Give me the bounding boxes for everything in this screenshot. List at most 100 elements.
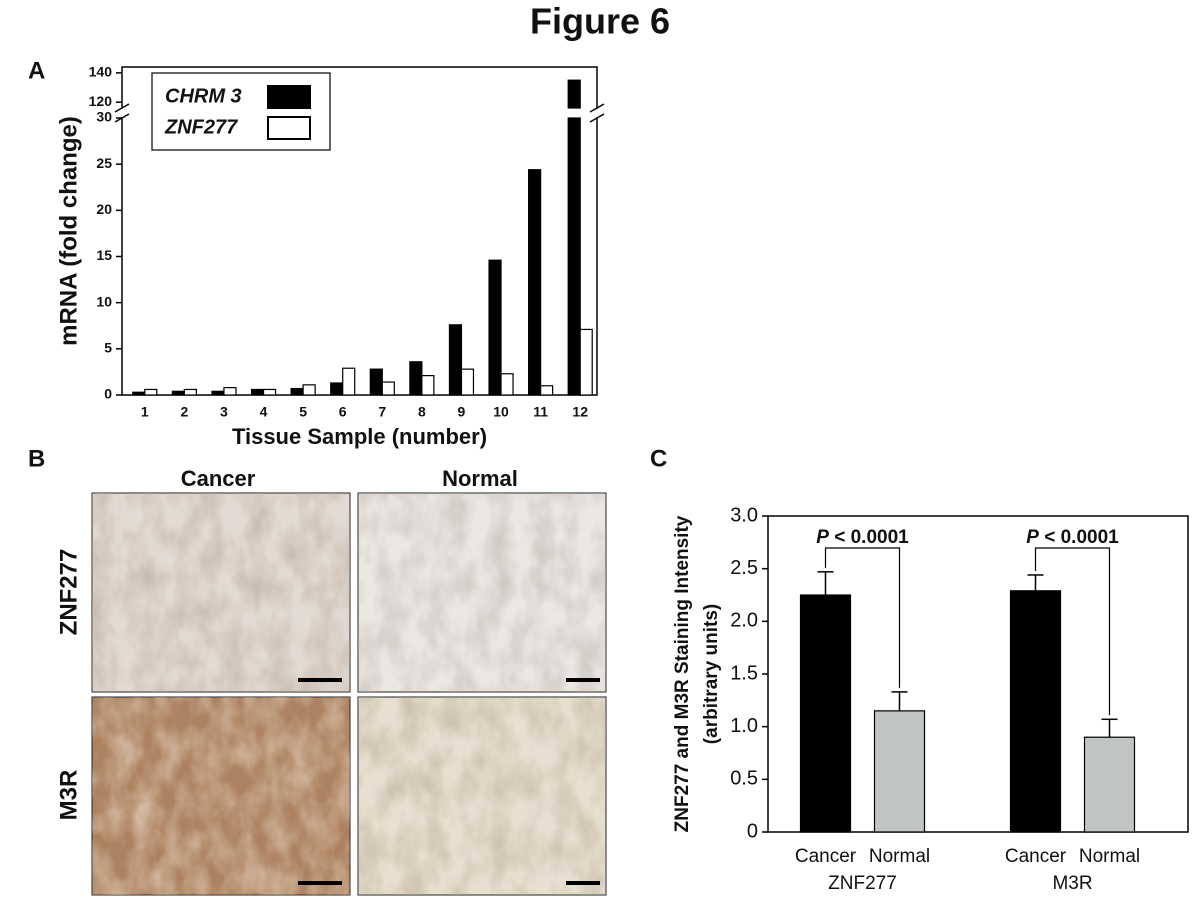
- y-axis-label: (arbitrary units): [701, 604, 722, 744]
- legend-label: CHRM 3: [165, 85, 242, 107]
- y-tick-label: 0.5: [730, 768, 758, 790]
- column-label: Cancer: [181, 466, 256, 491]
- panel-label: C: [650, 445, 667, 472]
- x-tick-label: 7: [378, 404, 386, 420]
- bar: [1009, 590, 1062, 833]
- bar: [211, 390, 225, 396]
- micrograph-texture: [92, 493, 350, 692]
- figure-title: Figure 6: [530, 1, 670, 42]
- bar: [528, 169, 542, 396]
- y-tick-label: 30: [96, 109, 112, 125]
- legend-swatch: [267, 116, 311, 140]
- bar-upper: [567, 79, 581, 109]
- y-tick-label: 120: [89, 93, 113, 109]
- x-tick-label: 11: [533, 404, 548, 420]
- axis-break-mark: [589, 113, 605, 123]
- plot-frame: [121, 66, 598, 396]
- annotation: P < 0.0001: [1026, 527, 1119, 548]
- x-tick-label: 10: [493, 404, 509, 420]
- bar: [144, 388, 158, 396]
- bar: [579, 328, 593, 396]
- x-tick-label: Normal: [1079, 846, 1140, 867]
- axis-break-gap: [114, 109, 128, 117]
- y-axis-label: mRNA (fold change): [55, 116, 82, 346]
- row-label: ZNF277: [55, 549, 82, 636]
- y-axis-label: ZNF277 and M3R Staining Intensity: [672, 515, 693, 832]
- y-tick-label: 2.0: [730, 610, 758, 632]
- bar: [342, 367, 356, 396]
- significance-bracket: [1034, 547, 1111, 716]
- y-tick-label: 20: [96, 201, 112, 217]
- bar: [873, 710, 926, 833]
- bar: [500, 373, 514, 396]
- x-tick-label: Cancer: [795, 846, 857, 867]
- axis-break-gap: [591, 109, 605, 117]
- x-tick-label: 1: [141, 404, 149, 420]
- bar: [250, 388, 265, 396]
- axis-break-mark: [114, 103, 130, 113]
- x-tick-label: 4: [260, 404, 268, 420]
- micrograph-texture: [358, 697, 606, 895]
- image-panel: B Cancer Normal ZNF277 M3R: [28, 445, 607, 896]
- bar: [488, 259, 502, 396]
- axis-break-mark: [589, 103, 605, 113]
- bar: [132, 391, 146, 396]
- y-tick-label: 15: [96, 247, 112, 263]
- x-tick-label: 5: [299, 404, 307, 420]
- bar: [369, 368, 383, 396]
- y-tick-label: 5: [104, 340, 112, 356]
- micrograph-texture: [92, 697, 350, 895]
- y-tick-label: 1.0: [730, 715, 758, 737]
- bar: [330, 382, 344, 396]
- bar: [1083, 736, 1136, 833]
- y-tick-label: 10: [96, 293, 112, 309]
- bar: [421, 375, 435, 396]
- bar: [290, 387, 304, 396]
- annotation-italic: P: [816, 527, 829, 548]
- y-tick-label: 2.5: [730, 557, 758, 579]
- bar: [540, 385, 554, 396]
- y-tick-label: 3.0: [730, 504, 758, 526]
- significance-bracket: [824, 547, 901, 688]
- bar: [448, 324, 463, 396]
- bar: [223, 387, 237, 396]
- x-tick-label: 12: [572, 404, 588, 420]
- bar: [183, 388, 197, 396]
- bar: [567, 117, 581, 396]
- x-tick-label: 3: [220, 404, 228, 420]
- y-tick-label: 140: [89, 64, 113, 80]
- x-tick-label: Normal: [869, 846, 930, 867]
- bar: [171, 390, 185, 396]
- row-label: M3R: [55, 770, 82, 821]
- bar: [409, 361, 423, 396]
- group-label: M3R: [1052, 873, 1092, 894]
- panel-label: A: [28, 57, 45, 84]
- y-tick-label: 25: [96, 155, 112, 171]
- annotation-text: < 0.0001: [1044, 527, 1119, 548]
- x-tick-label: 9: [458, 404, 466, 420]
- y-tick-label: 0: [104, 386, 112, 402]
- x-tick-label: 2: [180, 404, 188, 420]
- annotation-italic: P: [1026, 527, 1039, 548]
- x-axis-label: Tissue Sample (number): [232, 424, 487, 449]
- bar: [302, 384, 316, 396]
- x-tick-label: 8: [418, 404, 426, 420]
- annotation: P < 0.0001: [816, 527, 909, 548]
- y-tick-label: 1.5: [730, 662, 758, 684]
- bar: [460, 368, 475, 396]
- y-tick-label: 0: [747, 820, 758, 842]
- column-label: Normal: [442, 466, 518, 491]
- legend-label: ZNF277: [164, 116, 238, 138]
- bar: [262, 388, 277, 396]
- bar: [381, 381, 395, 396]
- bar: [799, 594, 852, 833]
- chart-panel: C 0 0.5 1.0 1.5 2.0 2.5 3.0 ZNF277 and M3R Stain…: [650, 445, 1189, 894]
- micrograph-texture: [358, 493, 606, 692]
- legend-swatch: [267, 85, 311, 109]
- x-tick-label: Cancer: [1005, 846, 1067, 867]
- panel-label: B: [28, 445, 45, 472]
- group-label: ZNF277: [828, 873, 897, 894]
- x-tick-label: 6: [339, 404, 347, 420]
